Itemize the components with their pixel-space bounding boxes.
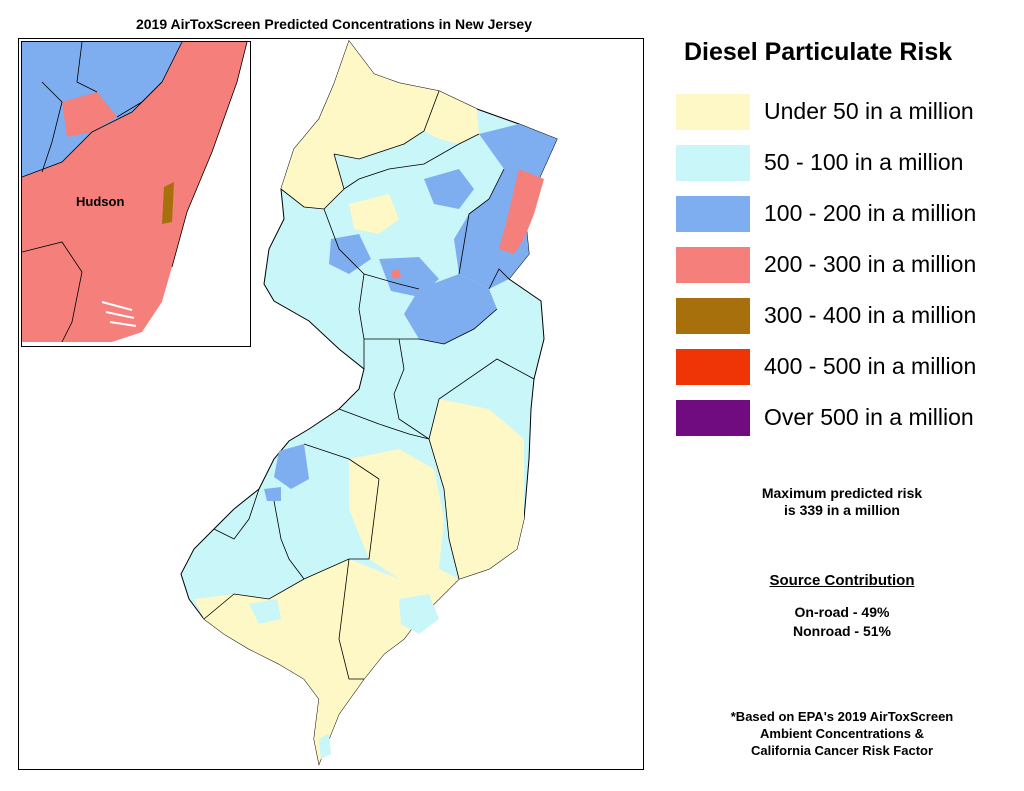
burlington-blue (264, 487, 281, 501)
legend-swatch (676, 94, 750, 130)
max-risk-note: Maximum predicted risk is 339 in a milli… (676, 485, 1008, 519)
map-title: 2019 AirToxScreen Predicted Concentratio… (135, 16, 533, 32)
inset-brown (162, 182, 174, 224)
inset-water (115, 42, 250, 346)
max-risk-line2: is 339 in a million (784, 502, 900, 518)
somerset-blue (329, 234, 371, 274)
south-cyan-2 (249, 599, 281, 624)
ocean-yellow (429, 399, 524, 579)
legend-swatch (676, 145, 750, 181)
burlington-yellow (349, 449, 444, 579)
morris-patch (349, 194, 399, 234)
hudson-inset-map (22, 42, 250, 346)
inset-borders (22, 42, 248, 343)
nj-map (180, 39, 558, 766)
central-red (391, 269, 401, 279)
legend-label: 50 - 100 in a million (764, 149, 964, 175)
hudson-red (499, 169, 544, 254)
sussex-region (319, 41, 439, 159)
inset-piers (101, 301, 137, 327)
max-risk-line1: Maximum predicted risk (761, 485, 923, 501)
source-onroad: On-road - 49% (794, 604, 890, 620)
legend-label: Under 50 in a million (764, 98, 974, 124)
legend-swatch (676, 196, 750, 232)
legend-swatch (676, 298, 750, 334)
footnote-line3: California Cancer Risk Factor (750, 743, 934, 758)
legend-label: 300 - 400 in a million (764, 302, 977, 328)
hudson-inset: Hudson (21, 41, 251, 347)
legend-label: 100 - 200 in a million (764, 200, 977, 226)
legend-label: Over 500 in a million (764, 404, 974, 430)
mercer-blue (274, 444, 309, 489)
legend-swatch (676, 247, 750, 283)
capemay-cyan (319, 734, 331, 759)
map-frame: Hudson (18, 38, 644, 770)
footnote: *Based on EPA's 2019 AirToxScreen Ambien… (676, 708, 1008, 759)
south-cyan-1 (399, 594, 439, 634)
legend-swatch (676, 400, 750, 436)
county-borders (203, 90, 535, 680)
legend-label: 200 - 300 in a million (764, 251, 977, 277)
somerset-blue-2 (379, 257, 439, 297)
source-nonroad: Nonroad - 51% (792, 623, 891, 639)
inset-red-patch (62, 92, 117, 137)
central-blue (404, 274, 497, 344)
footnote-line1: *Based on EPA's 2019 AirToxScreen (730, 709, 954, 724)
northeast-blue (454, 124, 557, 289)
passaic-north-region (424, 91, 479, 144)
source-contribution-title: Source Contribution (769, 572, 915, 589)
morris-blue (424, 169, 474, 209)
inset-label-hudson: Hudson (76, 194, 125, 209)
legend-label: 400 - 500 in a million (764, 353, 977, 379)
legend-title: Diesel Particulate Risk (684, 38, 953, 66)
legend-swatch (676, 349, 750, 385)
warren-region (281, 119, 344, 209)
footnote-line2: Ambient Concentrations & (760, 726, 924, 741)
